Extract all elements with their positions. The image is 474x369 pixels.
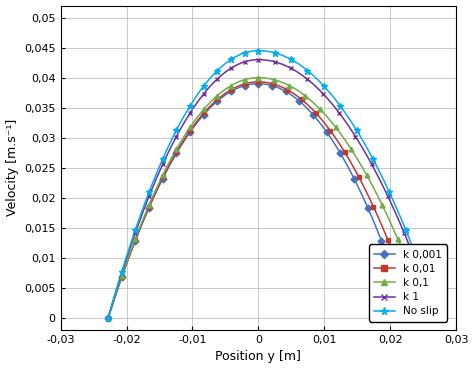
Y-axis label: Velocity [m.s⁻¹]: Velocity [m.s⁻¹] <box>6 119 18 216</box>
X-axis label: Position y [m]: Position y [m] <box>216 351 301 363</box>
Legend: k 0,001, k 0,01, k 0,1, k 1, No slip: k 0,001, k 0,01, k 0,1, k 1, No slip <box>369 245 447 321</box>
